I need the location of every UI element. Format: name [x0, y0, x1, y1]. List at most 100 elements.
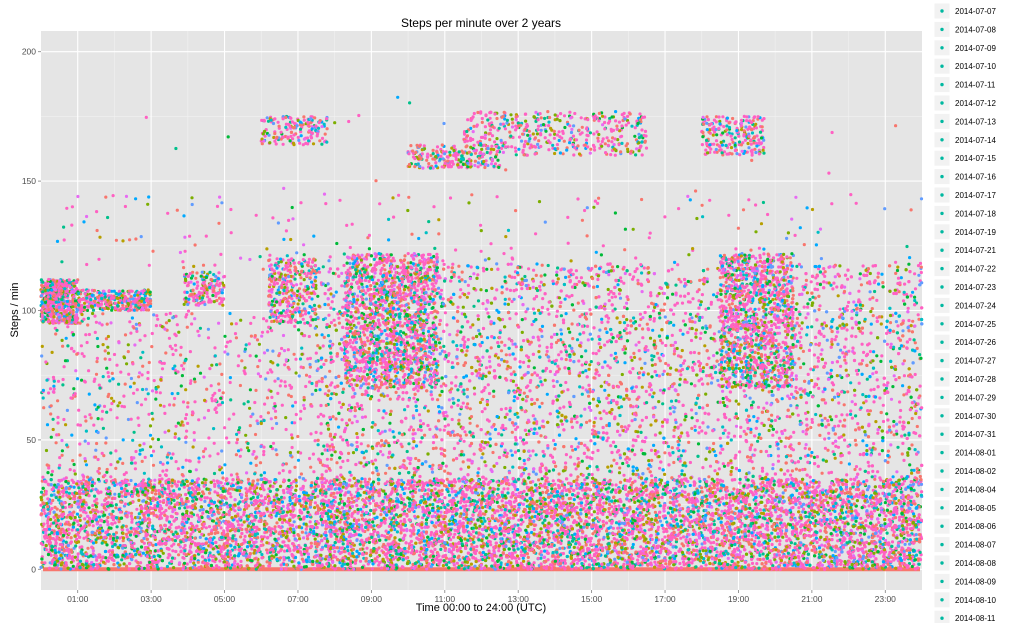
data-point: [310, 481, 313, 484]
data-point: [565, 493, 568, 496]
data-point: [154, 489, 157, 492]
data-point: [101, 542, 104, 545]
data-point: [901, 482, 904, 485]
data-point: [750, 519, 753, 522]
data-point: [453, 533, 456, 536]
data-point: [334, 496, 337, 499]
data-point: [557, 541, 560, 544]
data-point: [355, 504, 358, 507]
data-point: [265, 508, 268, 511]
data-point: [468, 497, 471, 500]
data-point: [201, 512, 204, 515]
data-point: [601, 513, 604, 516]
data-point: [639, 545, 642, 548]
data-point: [326, 504, 329, 507]
data-point: [88, 523, 91, 526]
data-point: [734, 517, 737, 520]
data-point: [434, 487, 437, 490]
data-point: [283, 496, 286, 499]
data-point: [238, 500, 241, 503]
data-point: [636, 559, 639, 562]
data-point: [797, 506, 800, 509]
data-point: [588, 563, 591, 566]
data-point: [189, 533, 192, 536]
data-point: [186, 562, 189, 565]
data-point: [500, 561, 503, 564]
data-point: [904, 543, 907, 546]
data-point: [107, 560, 110, 563]
data-point: [280, 545, 283, 548]
data-point: [253, 545, 256, 548]
data-point: [369, 502, 372, 505]
data-point: [712, 541, 715, 544]
data-point: [488, 490, 491, 493]
data-point: [679, 537, 682, 540]
data-point: [285, 514, 288, 517]
data-point: [512, 517, 515, 520]
data-point: [282, 563, 285, 566]
data-point: [385, 556, 388, 559]
data-point: [99, 524, 102, 527]
data-point: [103, 499, 106, 502]
data-point: [316, 495, 319, 498]
data-point: [204, 478, 207, 481]
data-point: [489, 543, 492, 546]
data-point: [112, 537, 115, 540]
data-point: [743, 548, 746, 551]
data-point: [747, 534, 750, 537]
data-point: [558, 547, 561, 550]
data-point: [380, 522, 383, 525]
data-point: [396, 530, 399, 533]
data-point: [721, 539, 724, 542]
data-point: [858, 567, 861, 570]
data-point: [405, 557, 408, 560]
data-point: [834, 550, 837, 553]
data-point: [661, 492, 664, 495]
data-point: [79, 519, 82, 522]
data-point: [861, 521, 864, 524]
data-point: [576, 546, 579, 549]
data-point: [239, 535, 242, 538]
data-point: [91, 484, 94, 487]
data-point: [501, 499, 504, 502]
data-point: [757, 567, 760, 570]
data-point: [279, 556, 282, 559]
data-point: [178, 487, 181, 490]
data-point: [240, 523, 243, 526]
data-point: [218, 566, 221, 569]
data-point: [596, 512, 599, 515]
data-point: [675, 518, 678, 521]
data-point: [128, 567, 131, 570]
data-point: [835, 534, 838, 537]
data-point: [244, 535, 247, 538]
data-point: [420, 495, 423, 498]
data-point: [677, 528, 680, 531]
data-point: [678, 562, 681, 565]
data-point: [608, 503, 611, 506]
data-point: [757, 503, 760, 506]
data-point: [441, 489, 444, 492]
data-point: [430, 565, 433, 568]
data-point: [686, 544, 689, 547]
data-point: [884, 514, 887, 517]
data-point: [298, 537, 301, 540]
data-point: [189, 546, 192, 549]
data-point: [443, 496, 446, 499]
data-point: [135, 508, 138, 511]
data-point: [199, 509, 202, 512]
data-point: [678, 503, 681, 506]
data-point: [575, 487, 578, 490]
data-point: [482, 517, 485, 520]
data-point: [245, 494, 248, 497]
data-point: [74, 544, 77, 547]
data-point: [310, 545, 313, 548]
data-point: [239, 560, 242, 563]
data-point: [764, 527, 767, 530]
data-point: [867, 525, 870, 528]
data-point: [290, 482, 293, 485]
data-point: [120, 487, 123, 490]
data-point: [87, 506, 90, 509]
data-point: [256, 479, 259, 482]
data-point: [293, 520, 296, 523]
data-point: [408, 505, 411, 508]
